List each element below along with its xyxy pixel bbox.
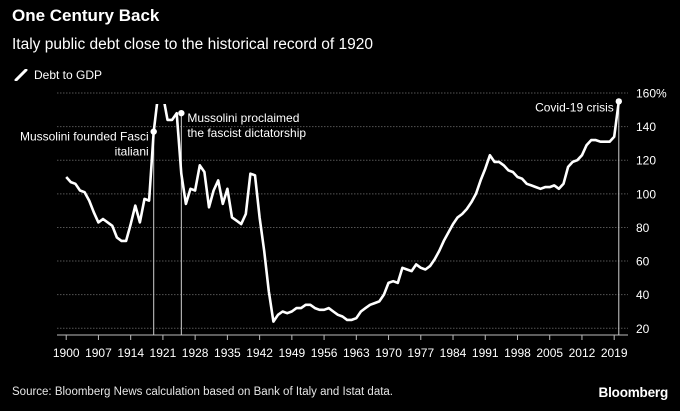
chart-title: One Century Back <box>12 6 160 25</box>
x-tick-label: 1942 <box>246 346 273 360</box>
annotation-label: the fascist dictatorship <box>187 126 306 140</box>
annotation-label: Mussolini founded Fasci <box>20 130 149 144</box>
x-tick-label: 2019 <box>601 346 628 360</box>
legend-label: Debt to GDP <box>34 68 103 82</box>
x-tick-label: 1928 <box>182 346 209 360</box>
x-tick-label: 1921 <box>150 346 177 360</box>
debt-to-gdp-line <box>65 104 620 323</box>
y-tick-label: 20 <box>636 322 650 336</box>
y-tick-label: 100 <box>636 187 656 201</box>
annotation-marker <box>178 109 185 117</box>
annotation-marker <box>615 98 622 105</box>
x-tick-label: 2005 <box>536 346 563 360</box>
annotation-label: italiani <box>115 145 149 159</box>
x-tick-label: 1998 <box>504 346 531 360</box>
x-tick-label: 1935 <box>214 346 241 360</box>
y-tick-label: 40 <box>636 288 650 302</box>
x-tick-label: 1956 <box>311 346 338 360</box>
legend: Debt to GDP <box>14 68 102 82</box>
x-tick-label: 1949 <box>278 346 305 360</box>
x-tick-label: 1963 <box>343 346 370 360</box>
line-legend-icon <box>14 69 28 81</box>
x-tick-label: 1991 <box>472 346 499 360</box>
chart-subtitle: Italy public debt close to the historica… <box>12 36 374 53</box>
y-tick-label: 80 <box>636 221 650 235</box>
x-tick-label: 1914 <box>117 346 144 360</box>
x-tick-label: 1970 <box>375 346 402 360</box>
annotation-marker <box>150 128 157 135</box>
x-tick-label: 1977 <box>407 346 434 360</box>
x-tick-label: 1984 <box>440 346 467 360</box>
annotation-label: Mussolini proclaimed <box>187 111 299 125</box>
y-tick-label: 160% <box>636 87 667 101</box>
x-tick-label: 1907 <box>85 346 112 360</box>
annotation-label: Covid-19 crisis <box>535 100 614 114</box>
y-tick-label: 140 <box>636 120 656 134</box>
brand-logo: Bloomberg <box>598 385 669 400</box>
x-tick-label: 2012 <box>569 346 596 360</box>
y-tick-label: 60 <box>636 255 650 269</box>
source-note: Source: Bloomberg News calculation based… <box>12 386 393 398</box>
x-tick-label: 1900 <box>53 346 80 360</box>
y-tick-label: 120 <box>636 154 656 168</box>
